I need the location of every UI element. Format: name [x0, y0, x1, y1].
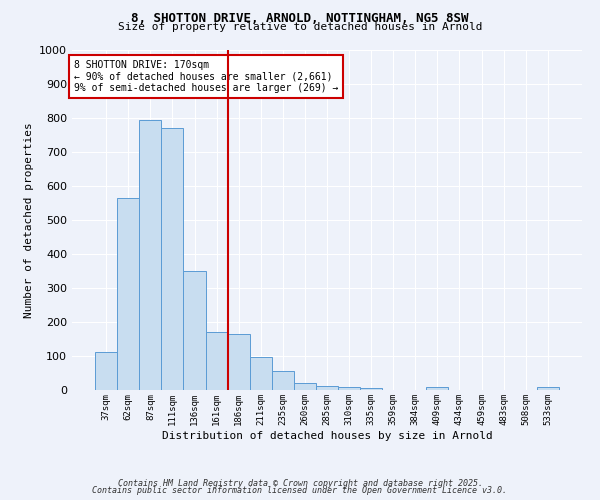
Text: 8 SHOTTON DRIVE: 170sqm
← 90% of detached houses are smaller (2,661)
9% of semi-: 8 SHOTTON DRIVE: 170sqm ← 90% of detache… — [74, 60, 338, 94]
Bar — [206, 332, 227, 390]
Text: 8, SHOTTON DRIVE, ARNOLD, NOTTINGHAM, NG5 8SW: 8, SHOTTON DRIVE, ARNOLD, NOTTINGHAM, NG… — [131, 12, 469, 26]
X-axis label: Distribution of detached houses by size in Arnold: Distribution of detached houses by size … — [161, 430, 493, 440]
Bar — [250, 357, 272, 390]
Bar — [272, 372, 294, 390]
Bar — [117, 198, 139, 390]
Text: Contains HM Land Registry data © Crown copyright and database right 2025.: Contains HM Land Registry data © Crown c… — [118, 478, 482, 488]
Text: Size of property relative to detached houses in Arnold: Size of property relative to detached ho… — [118, 22, 482, 32]
Bar — [338, 386, 360, 390]
Bar — [184, 271, 206, 390]
Bar — [139, 120, 161, 390]
Bar — [316, 386, 338, 390]
Bar — [427, 388, 448, 390]
Bar — [294, 383, 316, 390]
Text: Contains public sector information licensed under the Open Government Licence v3: Contains public sector information licen… — [92, 486, 508, 495]
Bar — [360, 388, 382, 390]
Bar — [161, 128, 184, 390]
Bar — [227, 334, 250, 390]
Bar — [537, 388, 559, 390]
Y-axis label: Number of detached properties: Number of detached properties — [23, 122, 34, 318]
Bar — [95, 352, 117, 390]
